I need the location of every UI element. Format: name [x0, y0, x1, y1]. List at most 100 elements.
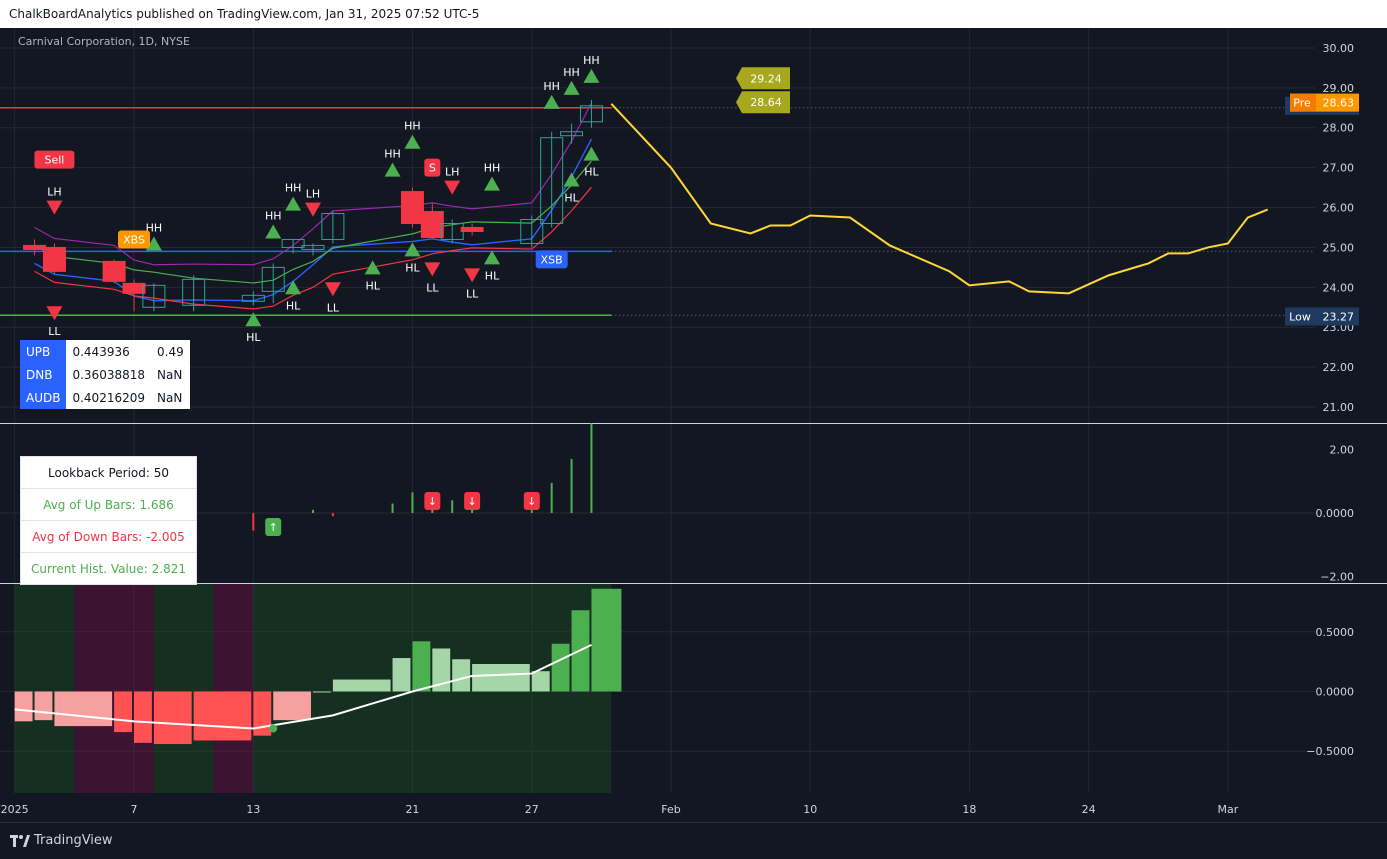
swing-label: HH [404, 120, 421, 133]
swing-marker [46, 306, 63, 321]
price-axis: 30.0029.0028.0027.0026.0025.0024.0023.00… [1285, 42, 1359, 414]
candle [241, 294, 265, 302]
band-label: AUDB [20, 386, 67, 409]
price-tick: 28.00 [1323, 122, 1355, 135]
band-value: 0.36038818 [66, 363, 151, 386]
time-axis: 2025 7 13 21 27 Feb 10 18 24 Mar [1, 803, 1239, 816]
osc-zone [74, 584, 154, 793]
swing-label: LH [445, 166, 459, 179]
candle [23, 244, 47, 250]
grid [0, 28, 1315, 793]
signal-label: XBS [123, 233, 145, 246]
hist-tick: 2.00 [1330, 443, 1355, 456]
signal-badge [34, 150, 75, 169]
time-tick: 10 [803, 803, 817, 816]
swing-marker [46, 200, 63, 215]
histogram-signal-label: ↓ [428, 495, 437, 508]
swing-marker [265, 224, 282, 239]
candle [261, 266, 285, 292]
swing-marker [145, 236, 162, 251]
signal-badge [118, 230, 150, 249]
candle [460, 226, 484, 232]
swing-marker [305, 202, 321, 217]
swing-label: HH [384, 148, 401, 161]
swing-marker [543, 94, 560, 109]
osc-zones [14, 584, 612, 793]
band-extra: NaN [151, 363, 190, 386]
tradingview-logo-text: TradingView [34, 833, 113, 848]
candle [182, 278, 206, 306]
signal-label: XSB [541, 253, 563, 266]
swing-label: HL [405, 261, 420, 274]
swing-label: HL [485, 269, 500, 282]
swing-label: LL [48, 325, 61, 338]
swing-label: HH [265, 210, 282, 223]
price-tick: 22.00 [1323, 361, 1355, 374]
swing-label: HH [543, 80, 560, 93]
lookback-period: Lookback Period: 50 [20, 456, 197, 489]
candle [42, 246, 66, 272]
signal-badge [424, 158, 441, 177]
time-tick: 18 [962, 803, 976, 816]
candle [400, 191, 424, 225]
time-tick: 27 [525, 803, 539, 816]
swing-marker [245, 312, 262, 327]
candle [102, 260, 126, 282]
band-table: UPB 0.443936 0.49 DNB 0.36038818 NaN AUD… [20, 340, 190, 409]
oscillator-bar [114, 691, 132, 733]
price-callout [736, 91, 790, 114]
swing-label: HL [564, 192, 579, 205]
time-tick: 7 [131, 803, 138, 816]
oscillator-bar [332, 679, 391, 692]
osc-tick: 0.5000 [1316, 626, 1355, 639]
oscillator-bar [412, 641, 431, 692]
price-tick: 24.00 [1323, 281, 1355, 294]
oscillator-bar [134, 691, 152, 743]
swing-marker [404, 134, 421, 149]
pre-label: Pre [1293, 97, 1311, 110]
oscillator-signal-line [14, 644, 592, 730]
tradingview-icon [10, 834, 30, 847]
price-tick: 21.00 [1323, 401, 1355, 414]
tradingview-logo[interactable]: TradingView [10, 833, 113, 848]
swing-label: LL [466, 287, 479, 300]
time-tick: Mar [1218, 803, 1239, 816]
oscillator-bar [153, 691, 192, 745]
osc-zone [213, 584, 254, 793]
oscillator: 0.5000 0.0000 −0.5000 [14, 588, 1355, 758]
oscillator-bar [313, 691, 331, 693]
low-value: 23.27 [1323, 310, 1355, 323]
swing-label: LL [426, 281, 439, 294]
swing-marker [364, 260, 381, 275]
osc-zone [14, 584, 75, 793]
osc-zone [153, 584, 214, 793]
pre-label-bg [1290, 93, 1316, 112]
swing-marker [324, 282, 341, 297]
signal-label: Sell [45, 154, 65, 167]
band-value: 0.443936 [66, 340, 151, 363]
swing-label: HH [583, 54, 600, 67]
projection-line [610, 103, 1269, 295]
oscillator-bar [392, 658, 411, 692]
swing-marker [583, 146, 600, 161]
time-tick: Feb [661, 803, 680, 816]
swing-label: HL [584, 166, 599, 179]
band-value: 0.40216209 [66, 386, 151, 409]
price-tick: 29.00 [1323, 82, 1355, 95]
swing-marker [563, 172, 580, 187]
oscillator-bar [591, 588, 622, 692]
stats-table: Lookback Period: 50 Avg of Up Bars: 1.68… [20, 456, 197, 585]
footer-bar: TradingView [0, 822, 1387, 859]
oscillator-bar [54, 691, 113, 727]
price-tick: 27.00 [1323, 162, 1355, 175]
pre-value: 28.63 [1323, 97, 1355, 110]
price-callout-label: 28.64 [750, 96, 782, 109]
signal-badge [535, 250, 568, 269]
candle [579, 105, 603, 123]
oscillator-bar [452, 659, 471, 692]
candles [23, 99, 603, 312]
swing-label: LH [306, 188, 320, 201]
swing-label: HH [563, 66, 580, 79]
